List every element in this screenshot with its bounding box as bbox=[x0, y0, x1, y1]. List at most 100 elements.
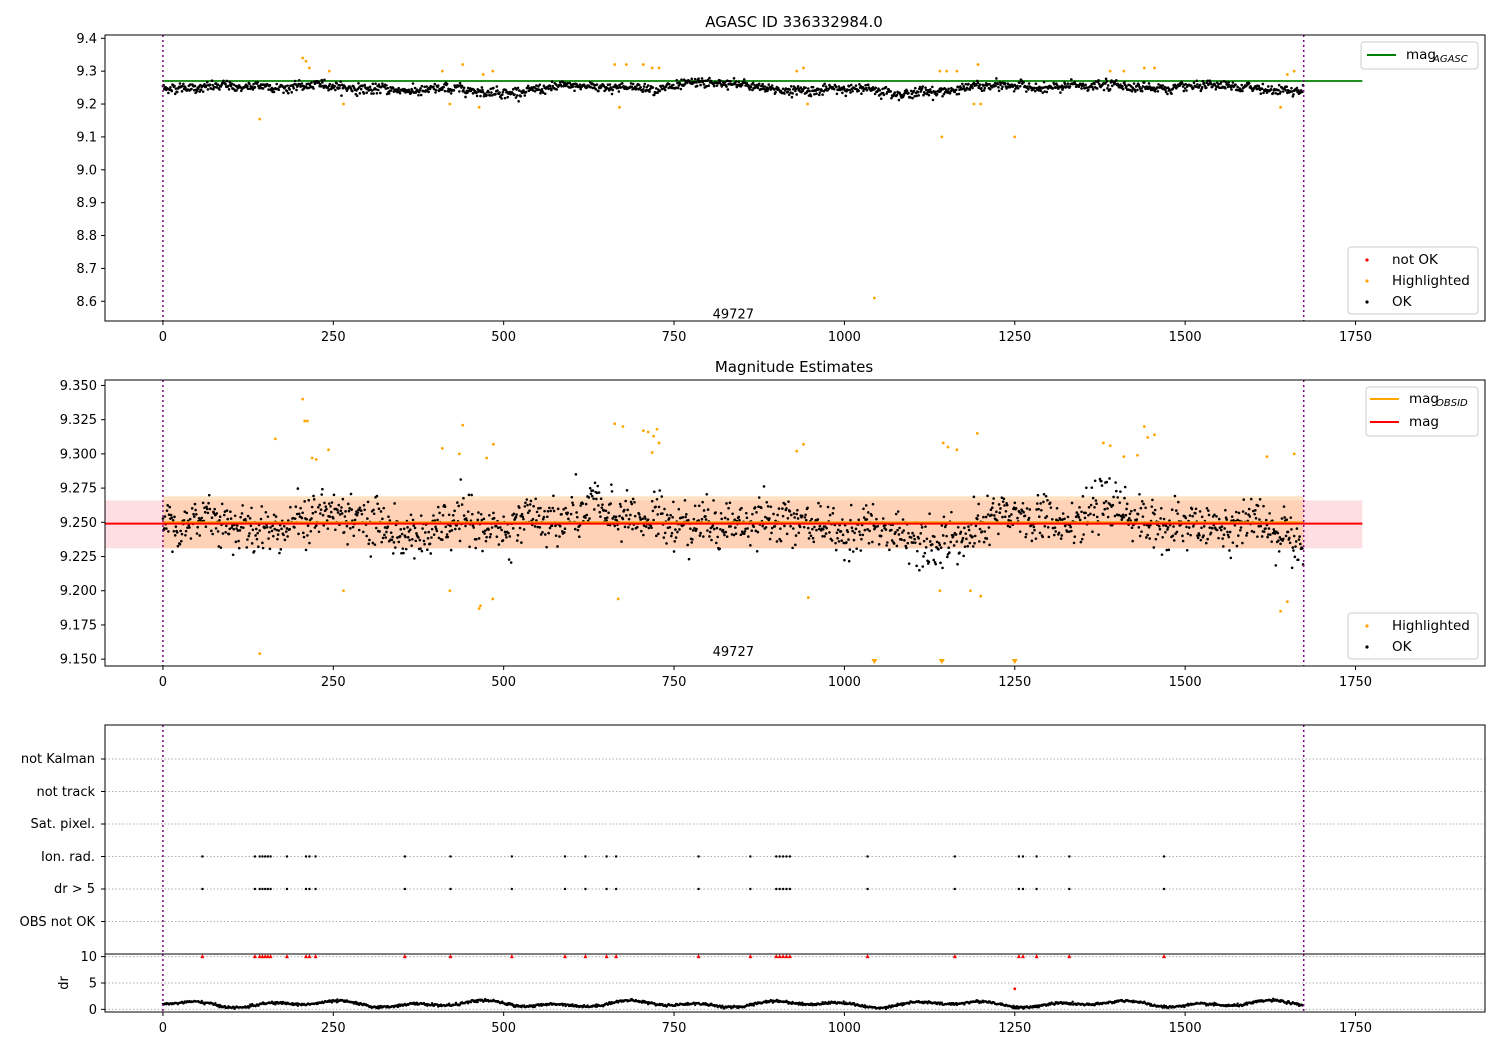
agasc-point-ok bbox=[1265, 91, 1269, 94]
estimates-point-ok bbox=[404, 535, 407, 539]
estimates-point-ok bbox=[670, 531, 674, 535]
estimates-point-ok bbox=[859, 549, 863, 552]
estimates-point-ok bbox=[173, 515, 176, 519]
agasc-point-ok bbox=[1132, 82, 1136, 85]
estimates-point-ok bbox=[1271, 531, 1275, 535]
flag-point bbox=[775, 887, 778, 891]
flag-point bbox=[785, 887, 788, 891]
estimates-point-ok bbox=[474, 546, 478, 550]
agasc-point-ok bbox=[443, 89, 447, 93]
agasc-point-ok bbox=[851, 89, 854, 93]
agasc-point-ok bbox=[458, 90, 461, 93]
estimates-point-ok bbox=[267, 537, 270, 540]
estimates-point-ok bbox=[880, 529, 884, 532]
agasc-point-highlighted bbox=[650, 66, 654, 70]
agasc-point-ok bbox=[1034, 82, 1038, 86]
estimates-point-ok bbox=[672, 500, 675, 504]
estimates-point-ok bbox=[1054, 530, 1057, 533]
estimates-point-ok bbox=[1082, 533, 1085, 536]
flag-point bbox=[953, 887, 957, 891]
estimates-point-ok bbox=[411, 537, 414, 541]
estimates-point-ok bbox=[556, 545, 559, 548]
agasc-point-highlighted bbox=[342, 102, 345, 106]
estimates-point-ok bbox=[246, 514, 250, 518]
estimates-point-ok bbox=[242, 526, 245, 529]
estimates-point-ok bbox=[1007, 518, 1010, 522]
estimates-point-ok bbox=[1181, 534, 1184, 538]
estimates-point-ok bbox=[339, 509, 343, 513]
estimates-point-ok bbox=[952, 544, 956, 547]
agasc-point-ok bbox=[1033, 89, 1037, 93]
estimates-point-ok bbox=[911, 541, 915, 544]
agasc-point-ok bbox=[774, 90, 777, 94]
agasc-point-highlighted bbox=[979, 102, 983, 106]
estimates-ytick-label: 9.175 bbox=[60, 618, 97, 633]
estimates-point-ok bbox=[1248, 515, 1252, 518]
agasc-point-ok bbox=[481, 90, 485, 94]
estimates-point-ok bbox=[685, 513, 688, 516]
estimates-point-ok bbox=[890, 539, 894, 542]
estimates-point-ok bbox=[528, 503, 532, 506]
estimates-point-ok bbox=[184, 529, 188, 533]
agasc-point-ok bbox=[355, 94, 359, 98]
estimates-point-ok bbox=[1040, 508, 1043, 512]
estimates-point-ok bbox=[1053, 533, 1056, 537]
agasc-point-ok bbox=[965, 86, 969, 90]
estimates-point-ok bbox=[1192, 525, 1195, 528]
agasc-point-ok bbox=[975, 79, 979, 83]
estimates-point-ok bbox=[1029, 524, 1033, 527]
estimates-point-ok bbox=[1190, 507, 1194, 511]
estimates-point-ok bbox=[824, 532, 828, 535]
agasc-point-ok bbox=[288, 88, 291, 91]
estimates-point-ok bbox=[885, 544, 888, 547]
estimates-point-ok bbox=[1022, 510, 1025, 514]
agasc-point-ok bbox=[1093, 82, 1096, 86]
agasc-point-ok bbox=[635, 87, 638, 90]
agasc-point-highlighted bbox=[1292, 69, 1296, 73]
estimates-point-ok bbox=[1196, 534, 1199, 537]
agasc-point-ok bbox=[595, 83, 599, 86]
estimates-point-ok bbox=[965, 537, 968, 541]
agasc-point-highlighted bbox=[940, 135, 944, 139]
estimates-point-ok bbox=[257, 545, 260, 548]
estimates-point-ok bbox=[593, 481, 597, 485]
estimates-point-ok bbox=[552, 494, 555, 498]
estimates-point-ok bbox=[862, 516, 866, 519]
estimates-point-ok bbox=[390, 538, 394, 542]
estimates-point-ok bbox=[336, 511, 340, 514]
estimates-point-ok bbox=[862, 507, 865, 511]
estimates-point-ok bbox=[383, 526, 387, 529]
estimates-point-ok bbox=[436, 518, 439, 522]
estimates-point-ok bbox=[977, 502, 980, 506]
estimates-point-ok bbox=[671, 515, 674, 519]
agasc-point-ok bbox=[457, 84, 460, 88]
estimates-point-ok bbox=[620, 540, 623, 543]
estimates-point-ok bbox=[357, 528, 361, 532]
estimates-xtick-label: 1500 bbox=[1169, 675, 1202, 690]
estimates-point-ok bbox=[866, 511, 870, 514]
estimates-point-ok bbox=[498, 526, 502, 529]
dr-point bbox=[484, 997, 487, 1001]
agasc-point-ok bbox=[475, 91, 478, 95]
flag-point bbox=[258, 855, 261, 858]
estimates-point-ok bbox=[1286, 530, 1290, 534]
estimates-point-ok bbox=[210, 529, 213, 533]
estimates-point-ok bbox=[1211, 527, 1214, 530]
estimates-point-ok bbox=[447, 513, 451, 517]
agasc-point-ok bbox=[1217, 82, 1220, 86]
estimates-point-ok bbox=[933, 535, 936, 538]
estimates-point-ok bbox=[701, 500, 704, 504]
agasc-point-ok bbox=[1026, 85, 1030, 88]
estimates-point-ok bbox=[907, 562, 911, 565]
estimates-point-highlighted bbox=[303, 419, 307, 423]
estimates-point-ok bbox=[287, 519, 290, 522]
agasc-point-ok bbox=[814, 89, 818, 92]
agasc-point-ok bbox=[1097, 82, 1101, 86]
estimates-point-ok bbox=[248, 532, 251, 535]
estimates-point-ok bbox=[734, 526, 737, 529]
estimates-point-ok bbox=[318, 503, 321, 507]
agasc-point-ok bbox=[794, 89, 797, 93]
agasc-point-ok bbox=[1053, 82, 1056, 86]
estimates-point-ok bbox=[898, 526, 901, 530]
estimates-point-ok bbox=[874, 525, 878, 528]
